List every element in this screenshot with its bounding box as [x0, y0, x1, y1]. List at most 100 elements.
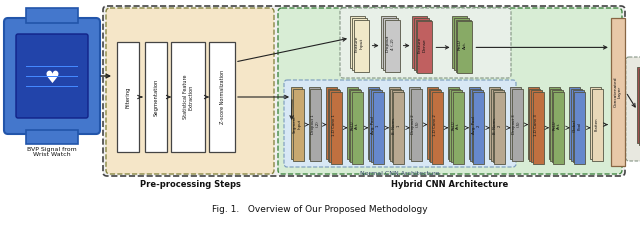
Text: ReLU
Act.: ReLU Act.: [351, 121, 359, 130]
Bar: [451, 90, 462, 162]
Bar: [145, 42, 167, 152]
Bar: [449, 89, 460, 161]
Bar: [352, 18, 367, 70]
Text: Z-score Normalization: Z-score Normalization: [220, 70, 225, 124]
Bar: [411, 89, 422, 161]
Bar: [429, 89, 440, 161]
Bar: [291, 87, 302, 159]
FancyBboxPatch shape: [103, 6, 625, 176]
Bar: [390, 89, 401, 161]
Text: Filtering: Filtering: [125, 86, 131, 108]
Text: Pre-processing Steps: Pre-processing Steps: [140, 180, 241, 189]
Bar: [491, 89, 502, 161]
FancyBboxPatch shape: [4, 18, 100, 134]
Bar: [410, 87, 420, 159]
Bar: [117, 42, 139, 152]
Bar: [26, 85, 78, 87]
Bar: [385, 20, 399, 72]
Bar: [528, 87, 539, 159]
Bar: [354, 20, 369, 72]
Text: ♥: ♥: [45, 69, 60, 87]
Text: 1-D Conv 3: 1-D Conv 3: [534, 115, 538, 136]
Bar: [352, 92, 363, 164]
Text: Dropout 2
(.5): Dropout 2 (.5): [412, 114, 420, 134]
Bar: [452, 92, 463, 164]
Text: Flatten: Flatten: [595, 117, 598, 131]
Bar: [592, 89, 603, 161]
Bar: [330, 90, 340, 162]
Text: ReLU
Act.: ReLU Act.: [458, 39, 467, 50]
Text: B. Norm.
1: B. Norm. 1: [392, 117, 401, 134]
Bar: [531, 90, 542, 162]
FancyBboxPatch shape: [278, 8, 622, 174]
Bar: [472, 90, 483, 162]
Bar: [456, 20, 470, 72]
Bar: [388, 87, 399, 159]
Bar: [369, 89, 380, 161]
Bar: [383, 18, 398, 70]
Text: Fig. 1.   Overview of Our Proposed Methodology: Fig. 1. Overview of Our Proposed Methodo…: [212, 205, 428, 214]
Bar: [430, 90, 441, 162]
Bar: [310, 89, 321, 161]
Text: ReLU
Act.: ReLU Act.: [552, 121, 561, 130]
Bar: [574, 92, 585, 164]
Bar: [26, 8, 78, 23]
Bar: [326, 87, 337, 159]
Bar: [292, 89, 303, 161]
Text: Feature
Input: Feature Input: [355, 36, 364, 52]
Bar: [171, 42, 205, 152]
Bar: [331, 92, 342, 164]
Bar: [571, 89, 582, 161]
Bar: [490, 87, 500, 159]
Bar: [494, 92, 505, 164]
Text: Avg. Pool
1: Avg. Pool 1: [371, 116, 380, 134]
Text: Dropout 3
(.5): Dropout 3 (.5): [512, 114, 521, 134]
Text: Statistical Feature
Extraction: Statistical Feature Extraction: [182, 75, 193, 119]
Bar: [350, 90, 361, 162]
Bar: [417, 21, 433, 73]
Bar: [432, 92, 443, 164]
Text: Avg. Pool
2: Avg. Pool 2: [472, 116, 481, 134]
FancyBboxPatch shape: [16, 34, 88, 118]
Bar: [349, 89, 360, 161]
Bar: [639, 69, 640, 145]
FancyBboxPatch shape: [284, 80, 516, 167]
Bar: [590, 87, 601, 159]
Bar: [372, 92, 383, 164]
Bar: [637, 67, 640, 143]
Bar: [552, 90, 563, 162]
Text: Segmentation: Segmentation: [154, 78, 159, 116]
FancyBboxPatch shape: [106, 8, 274, 174]
Bar: [209, 42, 235, 152]
Bar: [26, 66, 78, 67]
Bar: [347, 87, 358, 159]
Bar: [512, 89, 523, 161]
Bar: [611, 18, 625, 166]
Bar: [570, 87, 580, 159]
Bar: [381, 16, 396, 68]
Text: ReLU
Act.: ReLU Act.: [451, 121, 460, 130]
Bar: [427, 87, 438, 159]
Bar: [448, 87, 459, 159]
Bar: [394, 92, 404, 164]
Text: Hybrid CNN Architecture: Hybrid CNN Architecture: [392, 180, 509, 189]
Text: Concatenated
Layer: Concatenated Layer: [614, 77, 622, 107]
Bar: [470, 89, 481, 161]
Bar: [532, 92, 543, 164]
Bar: [474, 92, 484, 164]
Bar: [458, 21, 472, 73]
Bar: [368, 87, 379, 159]
Bar: [493, 90, 504, 162]
Bar: [529, 89, 540, 161]
Bar: [412, 16, 427, 68]
Bar: [468, 87, 479, 159]
Bar: [554, 92, 564, 164]
Bar: [550, 89, 561, 161]
Text: Feature
Dense: Feature Dense: [418, 36, 426, 53]
Text: Dropout 1
(.2): Dropout 1 (.2): [310, 114, 319, 134]
Bar: [328, 89, 339, 161]
Bar: [510, 87, 521, 159]
Bar: [26, 130, 78, 144]
Text: 1-D Conv 2: 1-D Conv 2: [433, 115, 437, 136]
Text: Normal CNN Architecture: Normal CNN Architecture: [360, 171, 440, 176]
